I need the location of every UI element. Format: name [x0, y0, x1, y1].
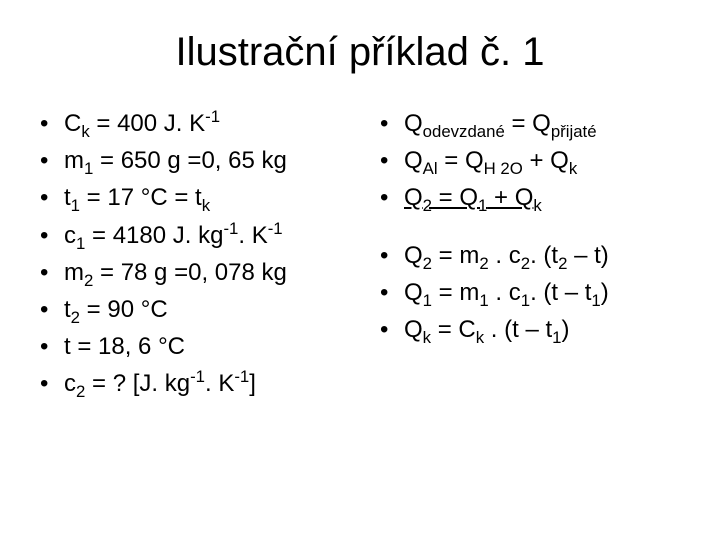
given-list: Ck = 400 J. K-1 m1 = 650 g =0, 65 kg t1 …	[40, 105, 340, 403]
list-item: Q1 = m1 . c1. (t – t1)	[380, 274, 680, 311]
slide-title: Ilustrační příklad č. 1	[40, 30, 680, 75]
list-item: m1 = 650 g =0, 65 kg	[40, 142, 340, 179]
list-item: t = 18, 6 °C	[40, 328, 340, 365]
list-item: c1 = 4180 J. kg-1. K-1	[40, 217, 340, 254]
left-column: Ck = 400 J. K-1 m1 = 650 g =0, 65 kg t1 …	[40, 105, 340, 403]
list-item: Q2 = m2 . c2. (t2 – t)	[380, 237, 680, 274]
slide: Ilustrační příklad č. 1 Ck = 400 J. K-1 …	[0, 0, 720, 540]
spacer	[380, 217, 680, 237]
right-column: Qodevzdané = Qpřijaté QAl = QH 2O + Qk Q…	[380, 105, 680, 403]
list-item: t1 = 17 °C = tk	[40, 179, 340, 216]
list-item: Qk = Ck . (t – t1)	[380, 311, 680, 348]
content-columns: Ck = 400 J. K-1 m1 = 650 g =0, 65 kg t1 …	[40, 105, 680, 403]
formulas-list: Q2 = m2 . c2. (t2 – t) Q1 = m1 . c1. (t …	[380, 237, 680, 349]
list-item: t2 = 90 °C	[40, 291, 340, 328]
equations-list: Qodevzdané = Qpřijaté QAl = QH 2O + Qk Q…	[380, 105, 680, 217]
underlined-equation: Q2 = Q1 + Qk	[404, 184, 542, 211]
list-item: Ck = 400 J. K-1	[40, 105, 340, 142]
list-item: QAl = QH 2O + Qk	[380, 142, 680, 179]
list-item: m2 = 78 g =0, 078 kg	[40, 254, 340, 291]
list-item: c2 = ? [J. kg-1. K-1]	[40, 365, 340, 402]
list-item: Qodevzdané = Qpřijaté	[380, 105, 680, 142]
list-item: Q2 = Q1 + Qk	[380, 179, 680, 216]
